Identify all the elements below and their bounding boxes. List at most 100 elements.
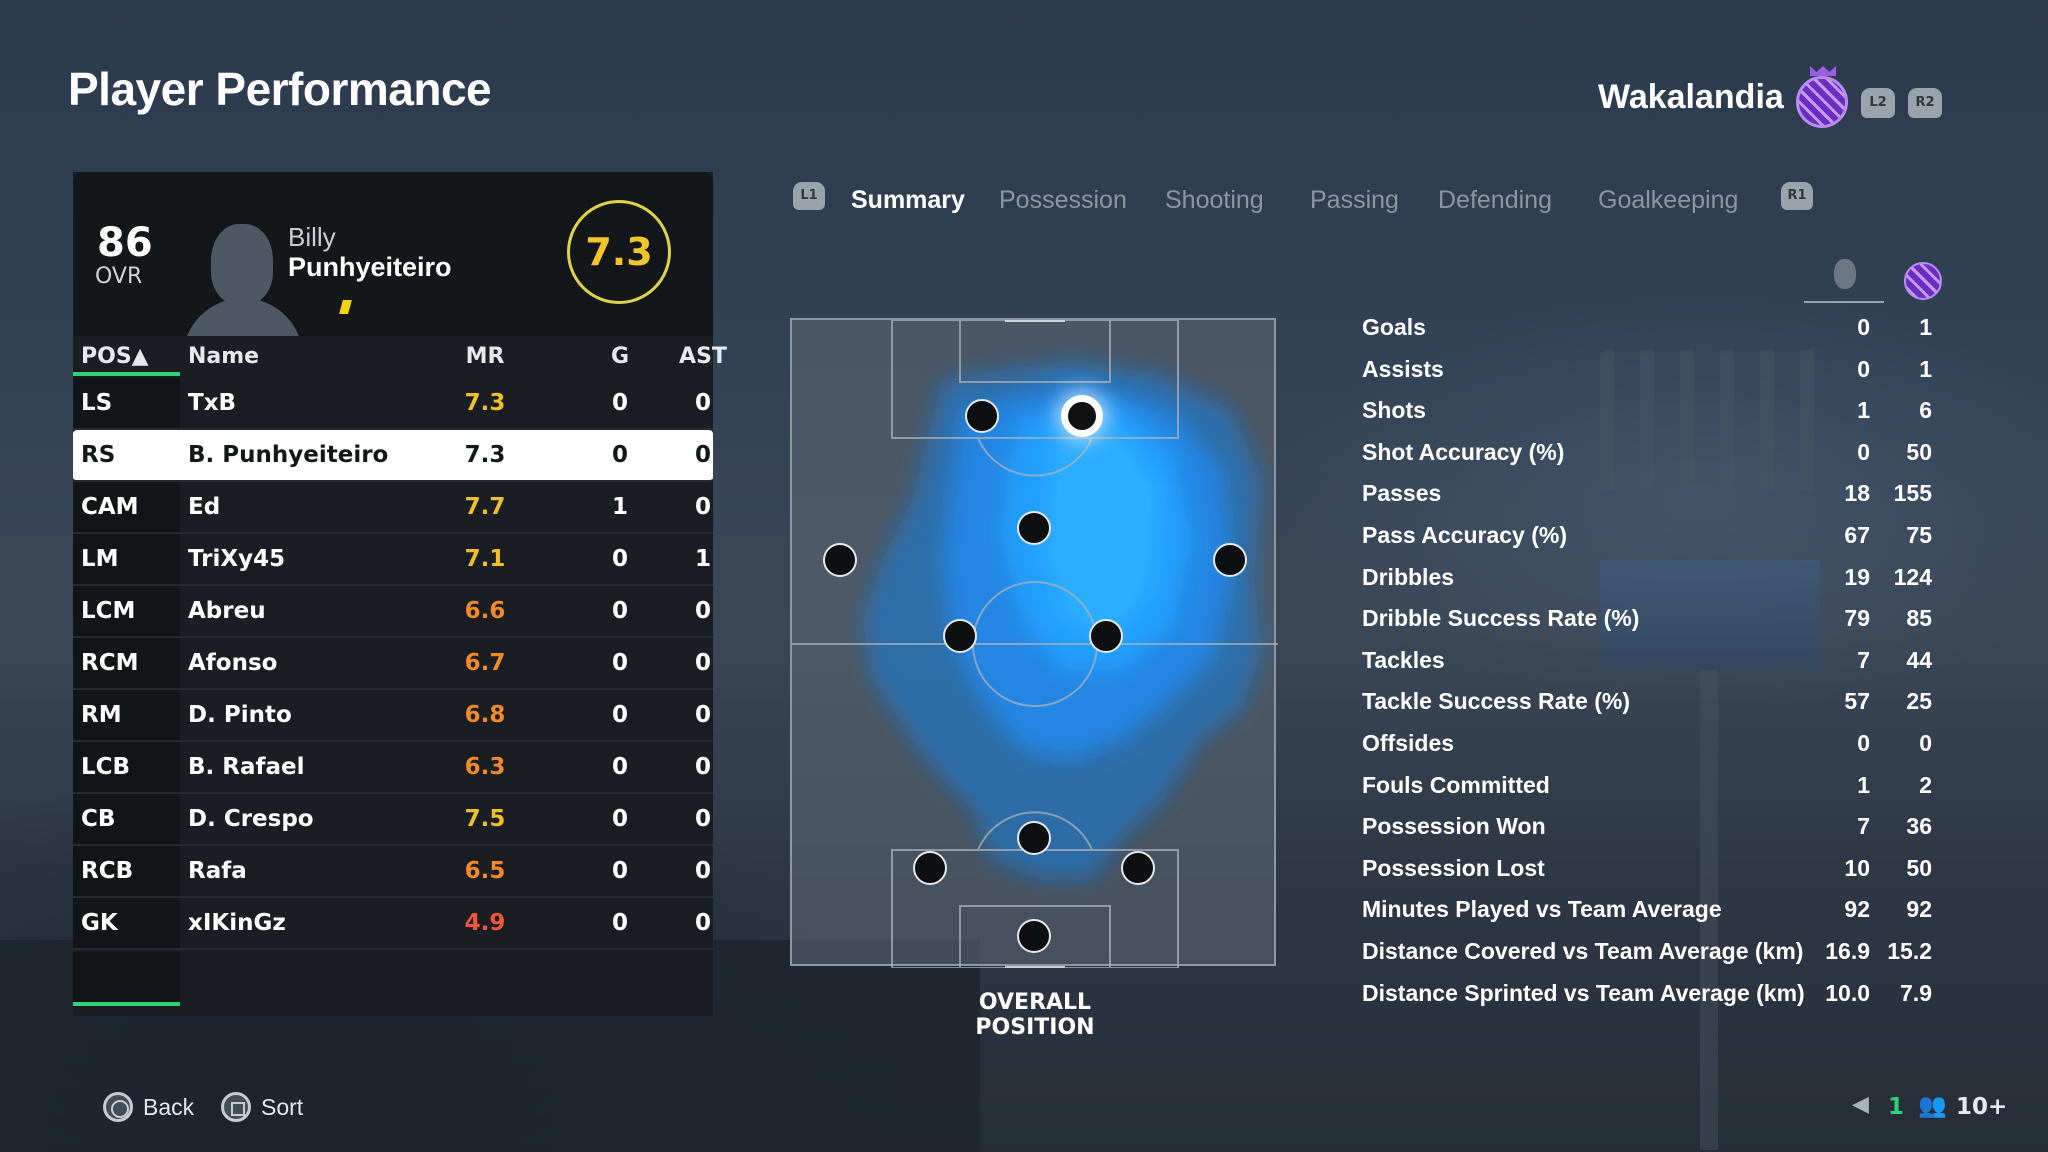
users-icon: 👥 xyxy=(1918,1093,1947,1119)
header-name[interactable]: Name xyxy=(188,344,260,369)
stat-label: Distance Sprinted vs Team Average (km) xyxy=(1362,979,1805,1006)
row-pos: RCM xyxy=(81,650,139,676)
row-ast: 1 xyxy=(694,546,711,572)
stat-label: Minutes Played vs Team Average xyxy=(1362,896,1722,923)
table-row[interactable]: CAM Ed 7.7 1 0 xyxy=(73,482,713,534)
row-pos: CB xyxy=(81,806,116,832)
stat-player-value: 1 xyxy=(1857,771,1870,798)
heatmap-area xyxy=(862,360,1262,880)
row-pos: LM xyxy=(81,546,119,572)
crown-icon xyxy=(1810,66,1836,76)
row-ast: 0 xyxy=(694,390,711,416)
player-card: 86 OVR Billy Punhyeiteiro 7.3 xyxy=(73,172,713,336)
stat-player-value: 0 xyxy=(1857,730,1870,756)
table-row[interactable]: GK xIKinGz 4.9 0 0 xyxy=(73,898,713,950)
stat-team-value: 1 xyxy=(1919,314,1932,340)
player-marker xyxy=(965,399,999,433)
floodlight-pole xyxy=(1700,670,1718,1150)
stat-player-value: 0 xyxy=(1857,314,1870,340)
stat-label: Offsides xyxy=(1362,730,1455,756)
stat-label: Tackle Success Rate (%) xyxy=(1362,688,1631,715)
row-g: 1 xyxy=(611,494,628,520)
row-name: Rafa xyxy=(188,858,247,884)
row-mr: 6.8 xyxy=(464,702,506,728)
stat-player-value: 7 xyxy=(1857,813,1870,840)
stat-player-value: 18 xyxy=(1844,480,1870,507)
l1-button[interactable]: L1 xyxy=(793,182,825,210)
tab-defending[interactable]: Defending xyxy=(1438,186,1552,214)
player-ovr: 86 xyxy=(97,220,153,266)
stat-label: Possession Lost xyxy=(1362,854,1545,881)
row-mr: 6.7 xyxy=(464,650,506,676)
pitch-label: OVERALL POSITION xyxy=(975,990,1095,1040)
header-ast[interactable]: AST xyxy=(679,344,727,369)
row-g: 0 xyxy=(611,910,628,936)
tab-shooting[interactable]: Shooting xyxy=(1165,186,1264,214)
stat-row: Passes 18 155 xyxy=(1362,474,1932,514)
table-row[interactable]: LS TxB 7.3 0 0 xyxy=(73,378,713,430)
sort-label: Sort xyxy=(261,1094,304,1120)
row-ast: 0 xyxy=(694,650,711,676)
stat-label: Distance Covered vs Team Average (km) xyxy=(1362,938,1804,964)
table-row[interactable]: RCB Rafa 6.5 0 0 xyxy=(73,846,713,898)
tab-goalkeeping[interactable]: Goalkeeping xyxy=(1598,186,1739,214)
player-marker xyxy=(823,543,857,577)
row-pos: RS xyxy=(81,442,116,468)
row-g: 0 xyxy=(611,858,628,884)
stat-row: Shots 1 6 xyxy=(1362,391,1932,431)
tab-summary[interactable]: Summary xyxy=(851,186,965,214)
table-row[interactable]: LCM Abreu 6.6 0 0 xyxy=(73,586,713,638)
player-last-name: Punhyeiteiro xyxy=(288,252,452,282)
stat-label: Dribble Success Rate (%) xyxy=(1362,605,1640,632)
row-pos: CAM xyxy=(81,494,139,520)
tab-passing[interactable]: Passing xyxy=(1310,186,1399,214)
r1-button[interactable]: R1 xyxy=(1781,182,1813,210)
row-name: Abreu xyxy=(188,598,266,624)
row-ast: 0 xyxy=(694,754,711,780)
stat-label: Shot Accuracy (%) xyxy=(1362,438,1565,465)
player-marker xyxy=(913,851,947,885)
table-row[interactable]: RCM Afonso 6.7 0 0 xyxy=(73,638,713,690)
stat-row: Goals 0 1 xyxy=(1362,308,1932,348)
header-mr[interactable]: MR xyxy=(465,344,505,369)
player-marker xyxy=(1017,919,1051,953)
row-name: D. Crespo xyxy=(188,806,314,832)
row-mr: 7.5 xyxy=(464,806,506,832)
stat-label: Possession Won xyxy=(1362,813,1546,840)
floodlight-background xyxy=(1600,350,1820,490)
table-row[interactable]: LM TriXy45 7.1 0 1 xyxy=(73,534,713,586)
stat-player-value: 10.0 xyxy=(1825,979,1870,1006)
player-marker xyxy=(1017,821,1051,855)
l2-button[interactable]: L2 xyxy=(1861,88,1895,118)
stat-player-value: 0 xyxy=(1857,438,1870,465)
table-row[interactable]: RM D. Pinto 6.8 0 0 xyxy=(73,690,713,742)
stat-label: Tackles xyxy=(1362,646,1445,673)
stat-team-value: 0 xyxy=(1919,730,1932,756)
row-ast: 0 xyxy=(694,598,711,624)
row-pos: LCM xyxy=(81,598,136,624)
r2-button[interactable]: R2 xyxy=(1908,88,1942,118)
row-mr: 7.1 xyxy=(464,546,506,572)
stat-row: Tackle Success Rate (%) 57 25 xyxy=(1362,682,1932,722)
stat-row: Possession Won 7 36 xyxy=(1362,807,1932,847)
header-g[interactable]: G xyxy=(610,344,630,369)
table-row[interactable]: LCB B. Rafael 6.3 0 0 xyxy=(73,742,713,794)
table-row[interactable]: RS B. Punhyeiteiro 7.3 0 0 xyxy=(73,430,713,482)
row-pos: RM xyxy=(81,702,122,728)
row-ast: 0 xyxy=(694,858,711,884)
table-header: POS▲ Name MR G AST xyxy=(73,336,727,376)
stat-team-value: 50 xyxy=(1906,854,1932,881)
row-mr: 7.3 xyxy=(464,390,506,416)
club-name: Wakalandia xyxy=(1598,78,1784,116)
back-label: Back xyxy=(143,1094,195,1120)
stat-player-value: 16.9 xyxy=(1825,938,1870,964)
header-pos[interactable]: POS▲ xyxy=(81,344,149,369)
table-row[interactable]: CB D. Crespo 7.5 0 0 xyxy=(73,794,713,846)
stat-team-value: 50 xyxy=(1906,438,1932,465)
tab-possession[interactable]: Possession xyxy=(999,186,1127,214)
row-ast: 0 xyxy=(694,494,711,520)
stat-team-value: 75 xyxy=(1906,522,1932,548)
stat-team-value: 25 xyxy=(1906,688,1932,715)
stat-team-value: 36 xyxy=(1906,813,1932,840)
yellow-card-icon xyxy=(339,300,352,314)
